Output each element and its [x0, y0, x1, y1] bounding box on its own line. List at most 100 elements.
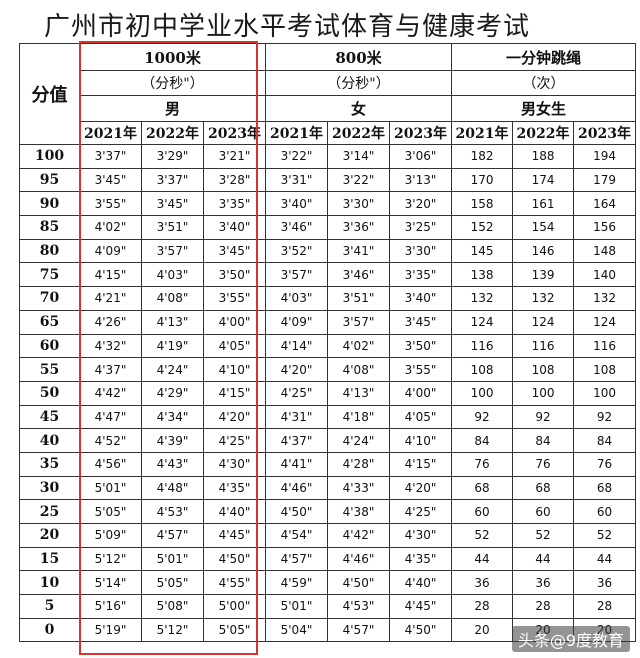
value-cell: 3'55"	[388, 357, 453, 382]
value-cell: 5'05"	[79, 499, 142, 524]
value-cell: 92	[512, 404, 575, 430]
value-cell: 28	[451, 594, 514, 619]
value-cell: 4'53"	[141, 499, 204, 524]
value-cell: 44	[451, 546, 514, 572]
value-cell: 4'45"	[203, 523, 266, 548]
value-cell: 132	[512, 286, 575, 311]
score-cell: 45	[19, 404, 80, 430]
score-cell: 95	[19, 167, 80, 193]
table-row: 40 4'52" 4'39" 4'25" 4'37" 4'24" 4'10" 84 84 84	[19, 428, 637, 453]
value-cell: 4'38"	[327, 499, 390, 524]
score-cell: 25	[19, 499, 80, 524]
table-row: 45 4'47" 4'34" 4'20" 4'31" 4'18" 4'05" 92 92 92	[19, 404, 637, 430]
value-cell: 4'15"	[388, 451, 453, 477]
event-gender-1000m: 男	[79, 95, 266, 122]
value-cell: 4'00"	[388, 380, 453, 406]
score-cell: 0	[19, 617, 80, 643]
year-header: 2022年	[141, 121, 204, 145]
value-cell: 3'45"	[388, 309, 453, 335]
value-cell: 4'08"	[327, 357, 390, 382]
value-cell: 4'15"	[203, 380, 266, 406]
value-cell: 60	[451, 499, 514, 524]
value-cell: 76	[451, 451, 514, 477]
value-cell: 3'45"	[141, 191, 204, 217]
value-cell: 3'50"	[203, 262, 266, 288]
table-row: 55 4'37" 4'24" 4'10" 4'20" 4'08" 3'55" 108 108 10…	[19, 357, 637, 382]
year-header: 2022年	[512, 121, 575, 145]
value-cell: 5'08"	[141, 594, 204, 619]
value-cell: 4'02"	[79, 215, 142, 240]
value-cell: 4'57"	[265, 546, 328, 572]
value-cell: 3'35"	[388, 262, 453, 288]
value-cell: 145	[451, 238, 514, 264]
value-cell: 4'29"	[141, 380, 204, 406]
score-cell: 50	[19, 380, 80, 406]
value-cell: 132	[451, 286, 514, 311]
value-cell: 4'14"	[265, 333, 328, 359]
value-cell: 5'14"	[79, 570, 142, 596]
value-cell: 4'34"	[141, 404, 204, 430]
value-cell: 4'15"	[79, 262, 142, 288]
value-cell: 44	[573, 546, 637, 572]
value-cell: 3'36"	[327, 215, 390, 240]
score-cell: 65	[19, 309, 80, 335]
value-cell: 36	[451, 570, 514, 596]
value-cell: 4'13"	[327, 380, 390, 406]
value-cell: 92	[451, 404, 514, 430]
value-cell: 4'05"	[388, 404, 453, 430]
value-cell: 3'21"	[203, 144, 266, 169]
value-cell: 3'29"	[141, 144, 204, 169]
value-cell: 3'28"	[203, 167, 266, 193]
value-cell: 4'00"	[203, 309, 266, 335]
value-cell: 20	[451, 617, 514, 643]
event-name-1000m: 1000米	[79, 43, 266, 71]
value-cell: 100	[512, 380, 575, 406]
table-row: 25 5'05" 4'53" 4'40" 4'50" 4'38" 4'25" 60 60 60	[19, 499, 637, 524]
score-cell: 80	[19, 238, 80, 264]
year-header: 2023年	[573, 121, 637, 145]
value-cell: 161	[512, 191, 575, 217]
value-cell: 124	[451, 309, 514, 335]
value-cell: 3'41"	[327, 238, 390, 264]
value-cell: 5'01"	[79, 475, 142, 501]
value-cell: 4'53"	[327, 594, 390, 619]
value-cell: 4'50"	[388, 617, 453, 643]
value-cell: 4'35"	[203, 475, 266, 501]
value-cell: 5'00"	[203, 594, 266, 619]
score-cell: 30	[19, 475, 80, 501]
value-cell: 4'09"	[265, 309, 328, 335]
value-cell: 4'55"	[203, 570, 266, 596]
table-row: 85 4'02" 3'51" 3'40" 3'46" 3'36" 3'25" 152 154 15…	[19, 215, 637, 240]
value-cell: 108	[451, 357, 514, 382]
value-cell: 4'45"	[388, 594, 453, 619]
score-cell: 10	[19, 570, 80, 596]
value-cell: 5'04"	[265, 617, 328, 643]
event-unit-1000m: （分秒"）	[79, 70, 266, 96]
value-cell: 76	[512, 451, 575, 477]
value-cell: 148	[573, 238, 637, 264]
score-cell: 40	[19, 428, 80, 453]
score-cell: 85	[19, 215, 80, 240]
value-cell: 3'51"	[327, 286, 390, 311]
value-cell: 4'10"	[388, 428, 453, 453]
value-cell: 4'57"	[141, 523, 204, 548]
value-cell: 152	[451, 215, 514, 240]
value-cell: 139	[512, 262, 575, 288]
value-cell: 4'30"	[388, 523, 453, 548]
table-row: 75 4'15" 4'03" 3'50" 3'57" 3'46" 3'35" 138 139 14…	[19, 262, 637, 288]
value-cell: 4'46"	[265, 475, 328, 501]
value-cell: 68	[512, 475, 575, 501]
table-row: 5 5'16" 5'08" 5'00" 5'01" 4'53" 4'45" 28 28 28	[19, 594, 637, 619]
value-cell: 100	[451, 380, 514, 406]
value-cell: 182	[451, 144, 514, 169]
value-cell: 3'52"	[265, 238, 328, 264]
value-cell: 4'03"	[265, 286, 328, 311]
value-cell: 84	[512, 428, 575, 453]
value-cell: 68	[573, 475, 637, 501]
value-cell: 3'22"	[327, 167, 390, 193]
value-cell: 188	[512, 144, 575, 169]
value-cell: 3'40"	[265, 191, 328, 217]
value-cell: 194	[573, 144, 637, 169]
value-cell: 164	[573, 191, 637, 217]
value-cell: 4'09"	[79, 238, 142, 264]
